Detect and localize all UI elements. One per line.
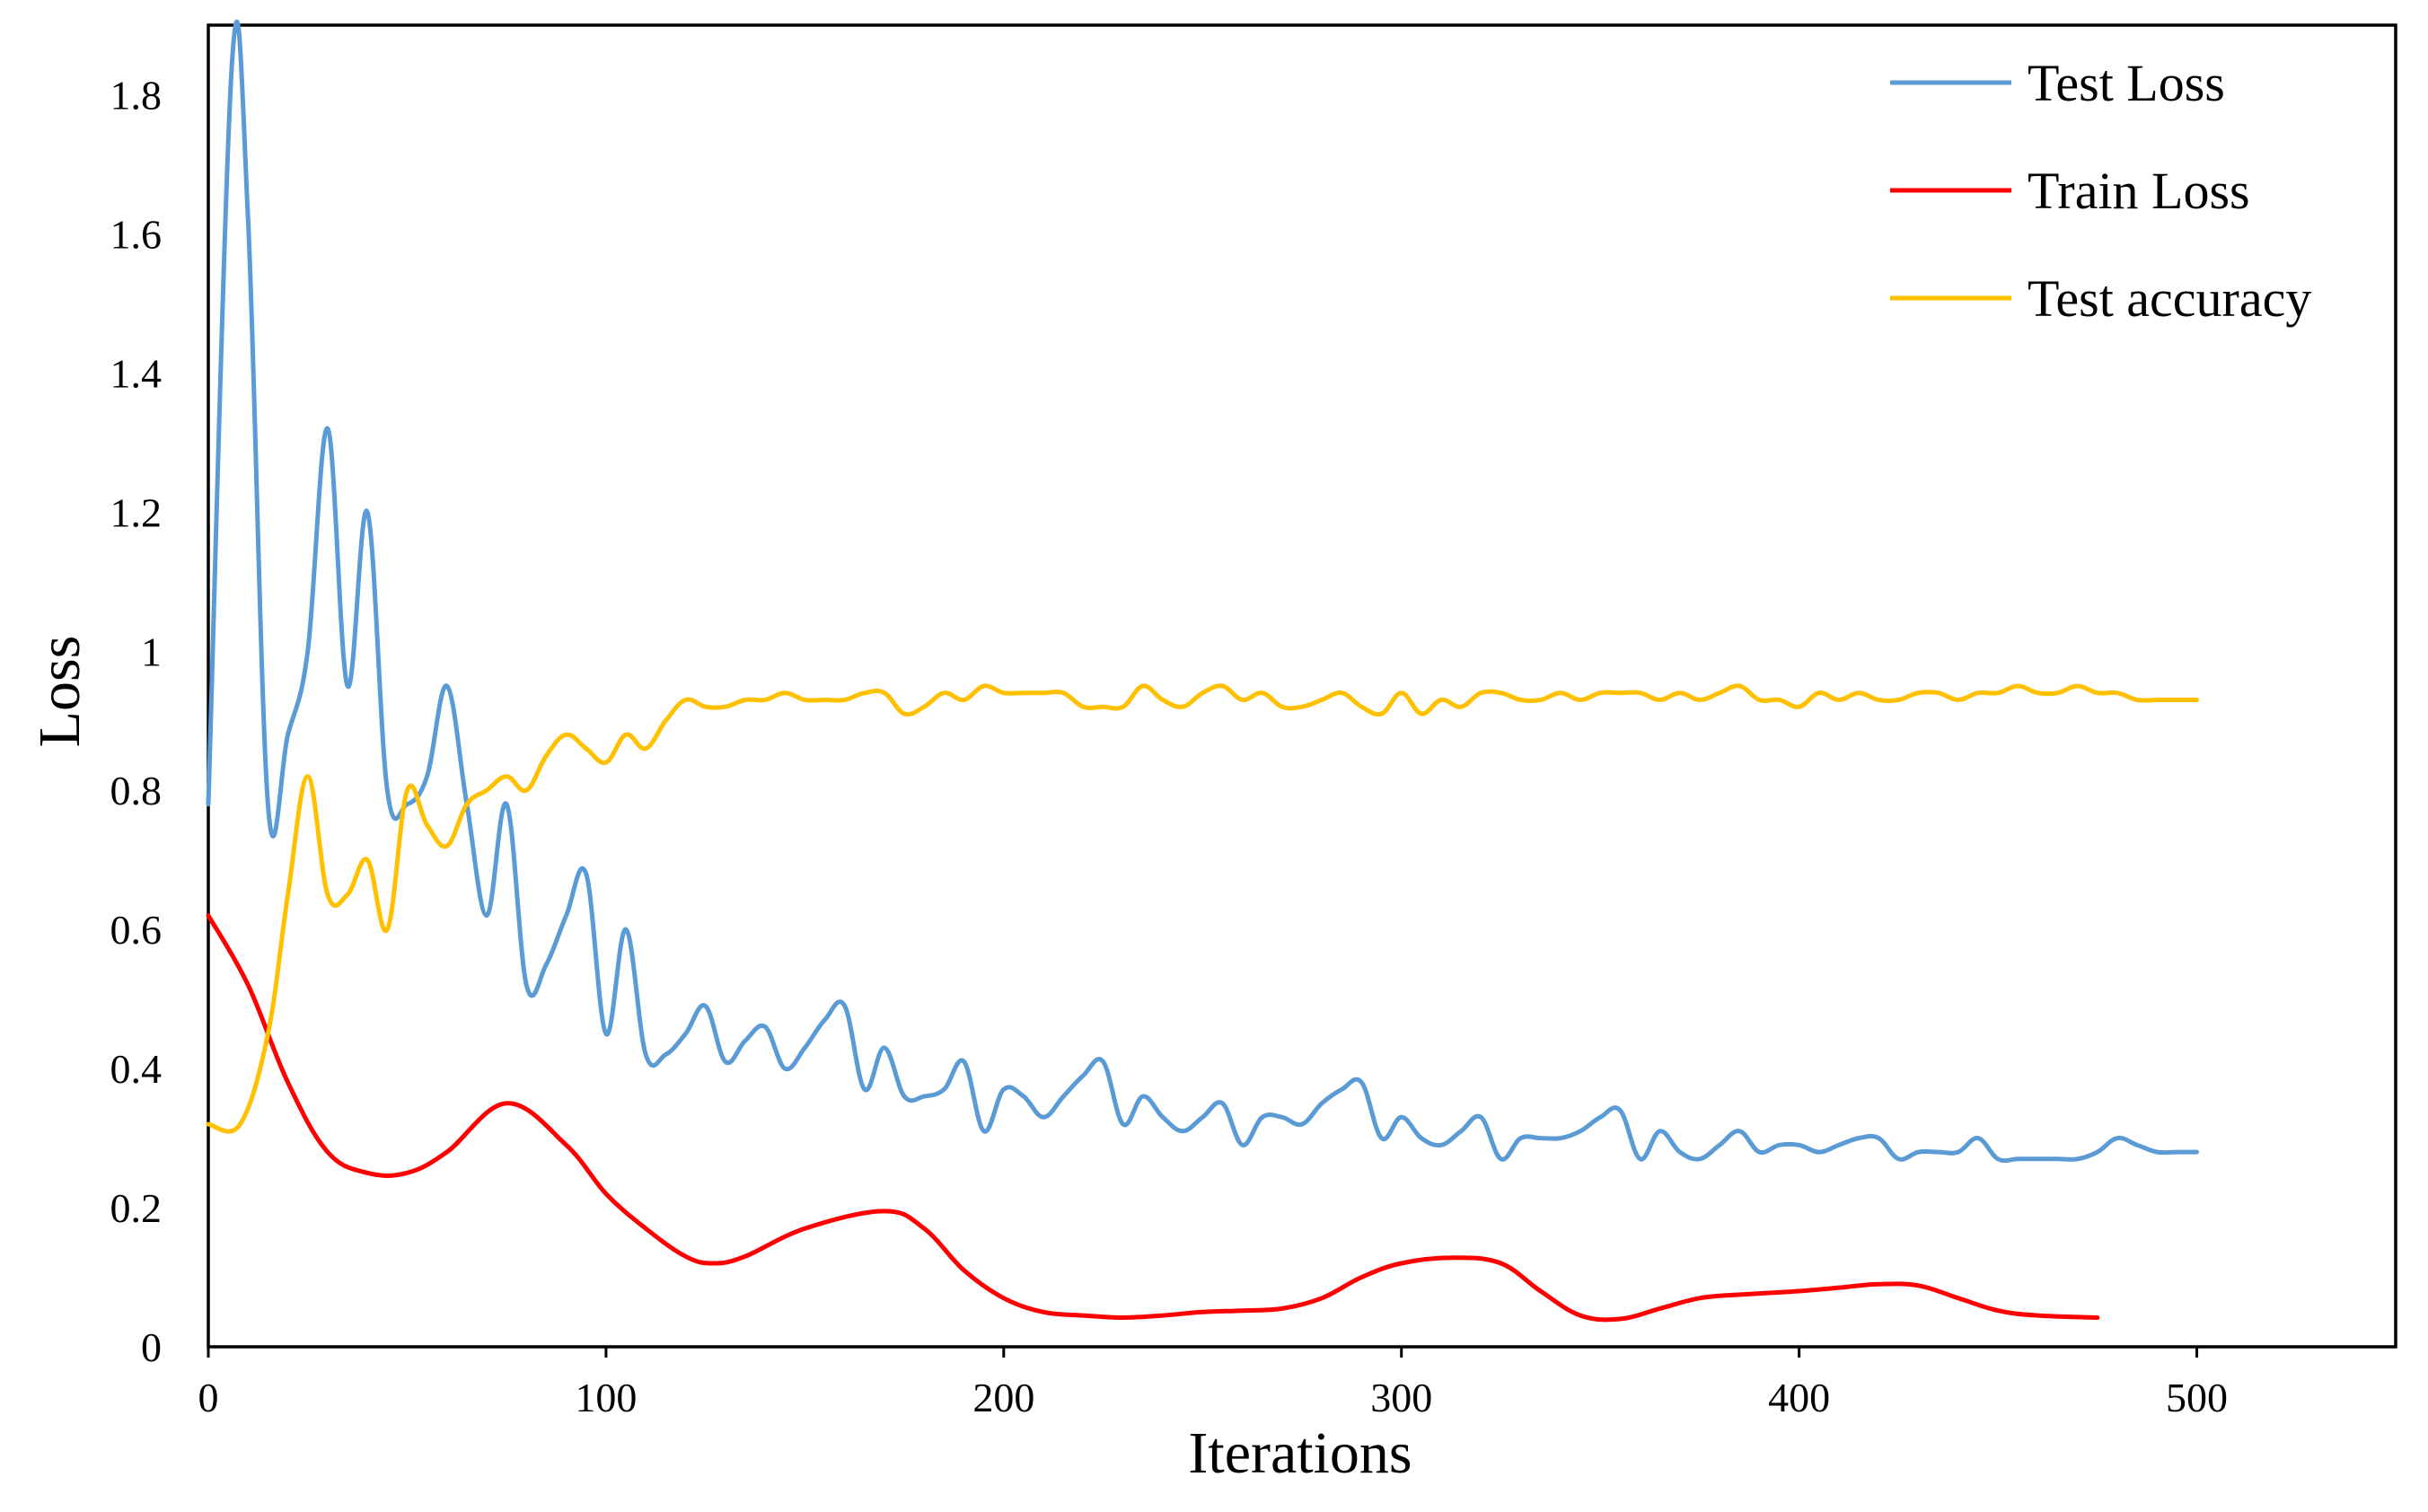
series-line-train-loss	[206, 913, 2100, 1323]
legend-label-test-loss: Test Loss	[2028, 54, 2225, 112]
y-tick-label: 0.2	[110, 1185, 163, 1231]
x-tick-label: 0	[198, 1375, 219, 1420]
x-axis-ticks: 0 100 200 300 400 500	[198, 1347, 2228, 1420]
y-tick-label: 1.4	[110, 350, 163, 396]
y-tick-label: 1.8	[110, 72, 163, 118]
y-tick-label: 0.8	[110, 768, 163, 813]
y-tick-label: 1.2	[110, 489, 163, 535]
legend: Test Loss Train Loss Test accuracy	[1890, 54, 2311, 328]
x-tick-label: 400	[1768, 1375, 1830, 1420]
y-axis-title: Loss	[27, 636, 92, 748]
legend-label-train-loss: Train Loss	[2028, 162, 2250, 220]
series-lines	[206, 19, 2199, 1323]
series-line-test-accuracy	[206, 683, 2199, 1134]
x-tick-label: 200	[972, 1375, 1034, 1420]
plot-area-frame	[207, 23, 2397, 1349]
y-tick-label: 0.6	[110, 907, 163, 953]
y-tick-label: 0.4	[110, 1046, 163, 1092]
x-tick-label: 100	[575, 1375, 637, 1420]
y-tick-label: 1	[141, 629, 162, 674]
x-axis-title: Iterations	[1188, 1420, 1412, 1486]
series-line-test-loss	[206, 19, 2199, 1164]
legend-label-test-accuracy: Test accuracy	[2028, 269, 2311, 328]
x-tick-label: 500	[2166, 1375, 2228, 1420]
x-tick-label: 300	[1370, 1375, 1432, 1420]
y-axis-ticks: 0 0.2 0.4 0.6 0.8 1 1.2 1.4 1.6 1.8	[110, 72, 163, 1370]
y-tick-label: 0	[141, 1324, 162, 1370]
y-tick-label: 1.6	[110, 211, 163, 257]
